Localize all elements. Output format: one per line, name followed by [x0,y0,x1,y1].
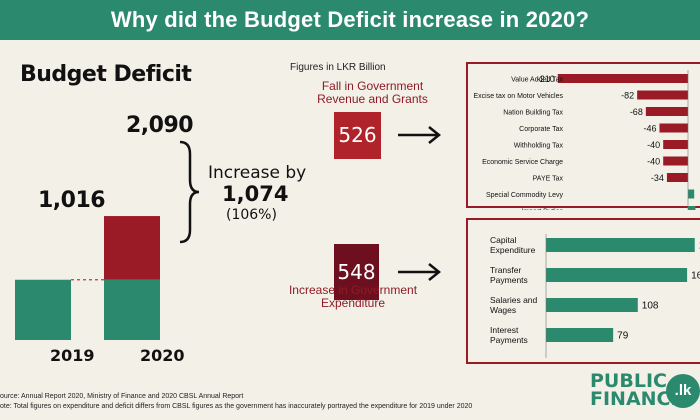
category-label: Special Commodity Levy [486,192,564,199]
value-label: 79 [617,331,629,342]
bar-economic-service-charge [663,156,688,166]
deficit-bar-2020-increase [104,216,160,280]
deficit-2019-value: 1,016 [38,188,106,213]
revenue-total-box: 526 [334,112,381,159]
revenue-panel: Value Added Tax -210 Excise tax on Motor V… [466,62,700,223]
value-label: -46 [643,124,656,134]
footnote: ote: Total figures on expenditure and de… [0,403,473,410]
value-label: -34 [651,173,664,183]
category-label: Salaries and [490,295,538,305]
brace-icon [179,140,200,244]
revenue-section-title: Fall in Government Revenue and Grants [317,79,428,106]
page-title: Why did the Budget Deficit increase in 2… [0,0,700,40]
bar-paye-tax [666,173,688,182]
category-label: Payments [490,335,528,345]
category-label: Nation Building Tax [503,110,563,117]
expenditure-total-box: 548 [334,244,379,300]
category-label: Expenditure [490,245,536,255]
category-label: PAYE Tax [533,176,564,183]
arrow-right-icon-2 [398,263,442,281]
bar-withholding-tax [663,140,688,149]
category-label: Payments [490,275,528,285]
bar-salaries-and-wages [546,298,638,312]
category-label: Import Duties [521,209,563,211]
category-label: Capital [490,235,517,245]
bar-special-commodity-levy [688,189,695,199]
deficit-2020-value: 2,090 [126,113,194,138]
value-label: -82 [621,91,634,101]
deficit-chart [15,216,160,340]
expenditure-bar-chart: CapitalExpenditure17TransferPayments166S… [490,234,700,358]
category-label: Excise tax on Motor Vehicles [474,93,564,100]
increase-percent: (106%) [226,207,277,223]
value-label: 166 [691,271,700,282]
category-label: Wages [490,305,516,315]
bar-capital-expenditure [546,238,695,252]
category-label: Transfer [490,265,522,275]
logo-public: PUBLIC [590,370,667,392]
logo-badge: .lk [666,374,700,408]
value-label: 17 [699,241,700,252]
expenditure-section-title: Increase in Government Expenditure [288,283,418,310]
year-2020-label: 2020 [140,346,185,365]
value-label: -68 [630,107,643,117]
value-label: -40 [647,157,660,167]
budget-deficit-title: Budget Deficit [20,62,192,87]
bar-corporate-tax [659,123,688,133]
bar-import-duties [688,206,696,215]
deficit-bar-2020-base [104,279,160,340]
arrow-right-icon [398,126,442,144]
bar-excise-tax-on-motor-vehicles [637,90,688,100]
value-label: -210 [537,74,555,84]
revenue-bar-chart: Value Added Tax-210 Excise tax on Motor V… [474,70,696,223]
year-2019-label: 2019 [50,346,95,365]
increase-label: Increase by [208,163,307,183]
category-label: Interest [490,325,519,335]
category-label: Value Added Tax [511,77,563,84]
bar-transfer-payments [546,268,688,282]
source-note: ource: Annual Report 2020, Ministry of F… [0,393,244,400]
category-label: Withholding Tax [514,143,564,150]
figures-note: Figures in LKR Billion [290,62,386,73]
value-label: 108 [642,301,659,312]
category-label: Economic Service Charge [482,159,563,166]
category-label: Corporate Tax [519,126,563,133]
bar-nation-building-tax [645,107,688,116]
increase-value: 1,074 [222,182,289,206]
expenditure-panel: CapitalExpenditure17TransferPayments166S… [466,218,700,364]
deficit-bar-2019-base [15,279,71,340]
logo-finance: FINANCE [590,388,684,410]
bar-value-added-tax [557,74,688,83]
bar-interest-payments [546,328,614,342]
value-label: -40 [647,140,660,150]
